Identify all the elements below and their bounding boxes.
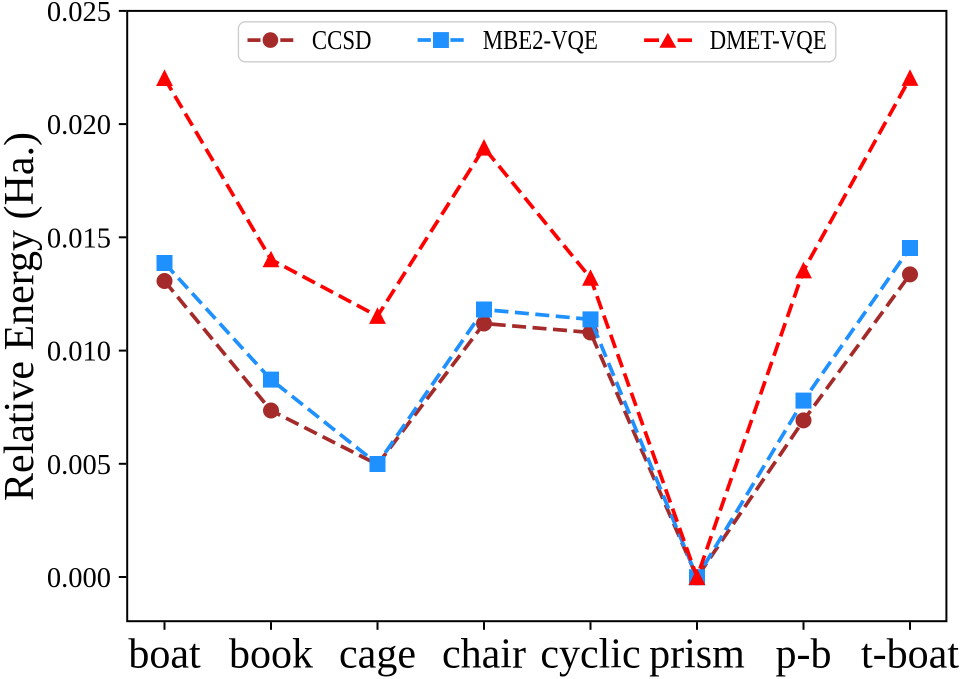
svg-text:prism: prism	[649, 631, 745, 677]
svg-text:0.015: 0.015	[47, 223, 111, 254]
svg-text:0.005: 0.005	[47, 450, 111, 481]
svg-text:0.000: 0.000	[47, 563, 111, 594]
svg-text:p-b: p-b	[776, 631, 832, 677]
svg-text:cyclic: cyclic	[540, 631, 640, 677]
svg-text:0.025: 0.025	[47, 0, 111, 28]
svg-text:chair: chair	[442, 631, 526, 677]
svg-text:Relative Energy (Ha.): Relative Energy (Ha.)	[0, 132, 43, 501]
svg-text:0.020: 0.020	[47, 110, 111, 141]
svg-text:DMET-VQE: DMET-VQE	[710, 25, 827, 55]
svg-text:MBE2-VQE: MBE2-VQE	[483, 25, 598, 55]
svg-text:0.010: 0.010	[47, 337, 111, 368]
svg-text:book: book	[229, 631, 313, 677]
svg-text:t-boat: t-boat	[861, 631, 959, 677]
svg-text:CCSD: CCSD	[312, 25, 372, 55]
svg-text:cage: cage	[339, 631, 416, 677]
svg-text:boat: boat	[128, 631, 201, 677]
